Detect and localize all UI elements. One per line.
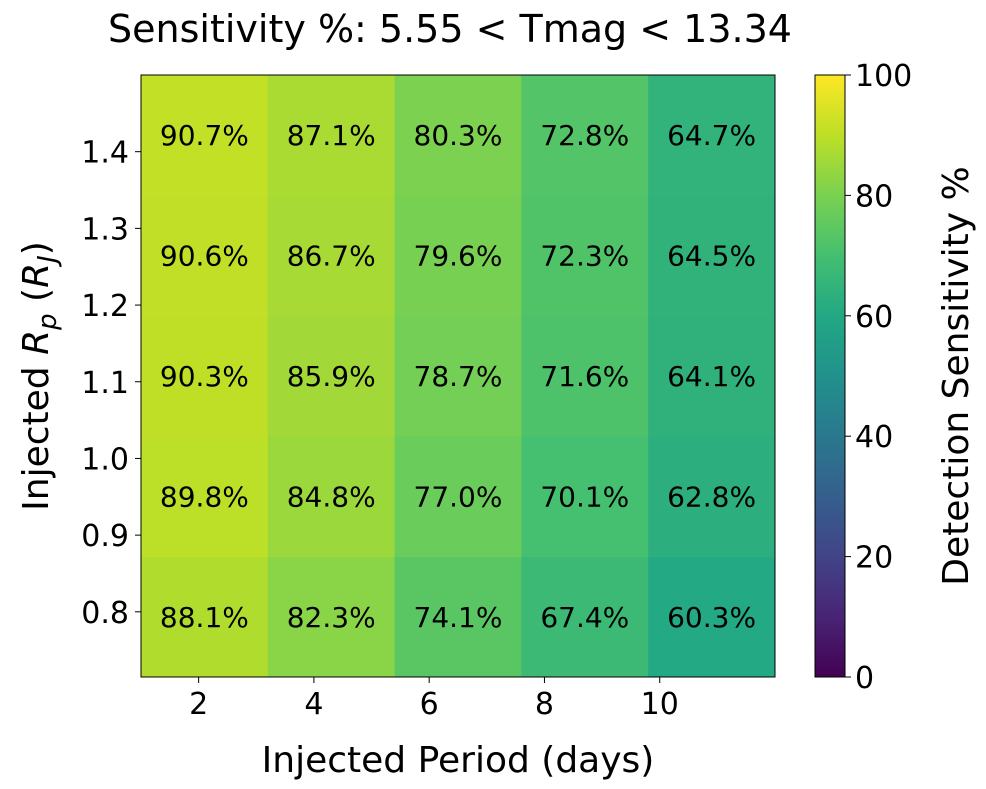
cell-value-label: 78.7% (414, 360, 503, 393)
x-axis-ticks: 2 4 6 8 10 (189, 677, 679, 722)
colorbar (814, 74, 846, 678)
x-tick-label: 4 (304, 687, 323, 722)
cell-value-label: 64.7% (667, 119, 756, 152)
cell-value-label: 67.4% (540, 601, 629, 634)
y-tick-label: 1.1 (81, 366, 129, 401)
heatmap-cell (648, 315, 776, 437)
heatmap-cell-labels: 88.1% 82.3% 74.1% 67.4% 60.3% 89.8% 84.8% 77.0%… (160, 119, 756, 634)
cell-value-label: 70.1% (540, 480, 629, 513)
heatmap-cell (521, 436, 649, 558)
colorbar-tick-label: 40 (855, 420, 893, 455)
cell-value-label: 64.5% (667, 240, 756, 273)
colorbar-tick-label: 80 (855, 179, 893, 214)
cell-value-label: 90.3% (160, 360, 249, 393)
y-tick-label: 1.3 (81, 212, 129, 247)
cell-value-label: 77.0% (414, 480, 503, 513)
cell-value-label: 79.6% (414, 240, 503, 273)
colorbar-tick-label: 100 (855, 59, 912, 94)
plot-frame (140, 74, 776, 678)
cell-value-label: 86.7% (287, 240, 376, 273)
heatmap-cell (648, 556, 776, 678)
y-tick-label: 1.2 (81, 289, 129, 324)
cell-value-label: 80.3% (414, 119, 503, 152)
heatmap-cell (521, 195, 649, 317)
heatmap-cell (521, 75, 649, 196)
y-tick-label: 1.0 (81, 442, 129, 477)
cell-value-label: 90.6% (160, 240, 249, 273)
cell-value-label: 89.8% (160, 480, 249, 513)
x-axis-label: Injected Period (days) (262, 740, 655, 781)
heatmap-cell (394, 436, 522, 558)
heatmap-cell (648, 75, 776, 196)
heatmap-cell (267, 315, 396, 437)
cell-value-label: 60.3% (667, 601, 756, 634)
colorbar-label: Detection Sensitivity % (936, 166, 977, 585)
cell-value-label: 72.3% (540, 240, 629, 273)
heatmap-cells (141, 75, 776, 678)
y-tick-label: 1.4 (81, 136, 129, 171)
heatmap-cell (648, 436, 776, 558)
x-tick-label: 2 (189, 687, 208, 722)
heatmap-cell (141, 315, 269, 437)
colorbar-tick-label: 60 (855, 300, 893, 335)
cell-value-label: 64.1% (667, 360, 756, 393)
x-tick-label: 10 (641, 687, 679, 722)
heatmap-cell (521, 556, 649, 678)
heatmap-cell (521, 315, 649, 437)
heatmap-cell (394, 75, 522, 196)
cell-value-label: 62.8% (667, 480, 756, 513)
heatmap-cell (267, 195, 396, 317)
heatmap-cell (394, 315, 522, 437)
heatmap-cell (141, 195, 269, 317)
heatmap-cell (141, 75, 269, 196)
y-axis-label: Injected Rp (RJ) (16, 241, 63, 511)
heatmap-cell (648, 195, 776, 317)
cell-value-label: 90.7% (160, 119, 249, 152)
colorbar-tick-label: 0 (855, 661, 874, 696)
y-tick-label: 0.8 (81, 596, 129, 631)
cell-value-label: 82.3% (287, 601, 376, 634)
colorbar-tick-label: 20 (855, 541, 893, 576)
y-axis-ticks: 0.8 0.9 1.0 1.1 1.2 1.3 1.4 (81, 136, 141, 631)
cell-value-label: 84.8% (287, 480, 376, 513)
heatmap-cell (394, 195, 522, 317)
heatmap-cell (267, 436, 396, 558)
heatmap-cell (141, 436, 269, 558)
cell-value-label: 71.6% (540, 360, 629, 393)
colorbar-ticks: 0 20 40 60 80 100 (845, 59, 912, 696)
chart-title: Sensitivity %: 5.55 < Tmag < 13.34 (108, 7, 792, 51)
heatmap-cell (267, 556, 396, 678)
cell-value-label: 74.1% (414, 601, 503, 634)
heatmap-cell (141, 556, 269, 678)
cell-value-label: 87.1% (287, 119, 376, 152)
cell-value-label: 88.1% (160, 601, 249, 634)
x-tick-label: 6 (420, 687, 439, 722)
y-tick-label: 0.9 (81, 519, 129, 554)
cell-value-label: 85.9% (287, 360, 376, 393)
x-tick-label: 8 (535, 687, 554, 722)
cell-value-label: 72.8% (540, 119, 629, 152)
heatmap-cell (267, 75, 396, 196)
heatmap-cell (394, 556, 522, 678)
